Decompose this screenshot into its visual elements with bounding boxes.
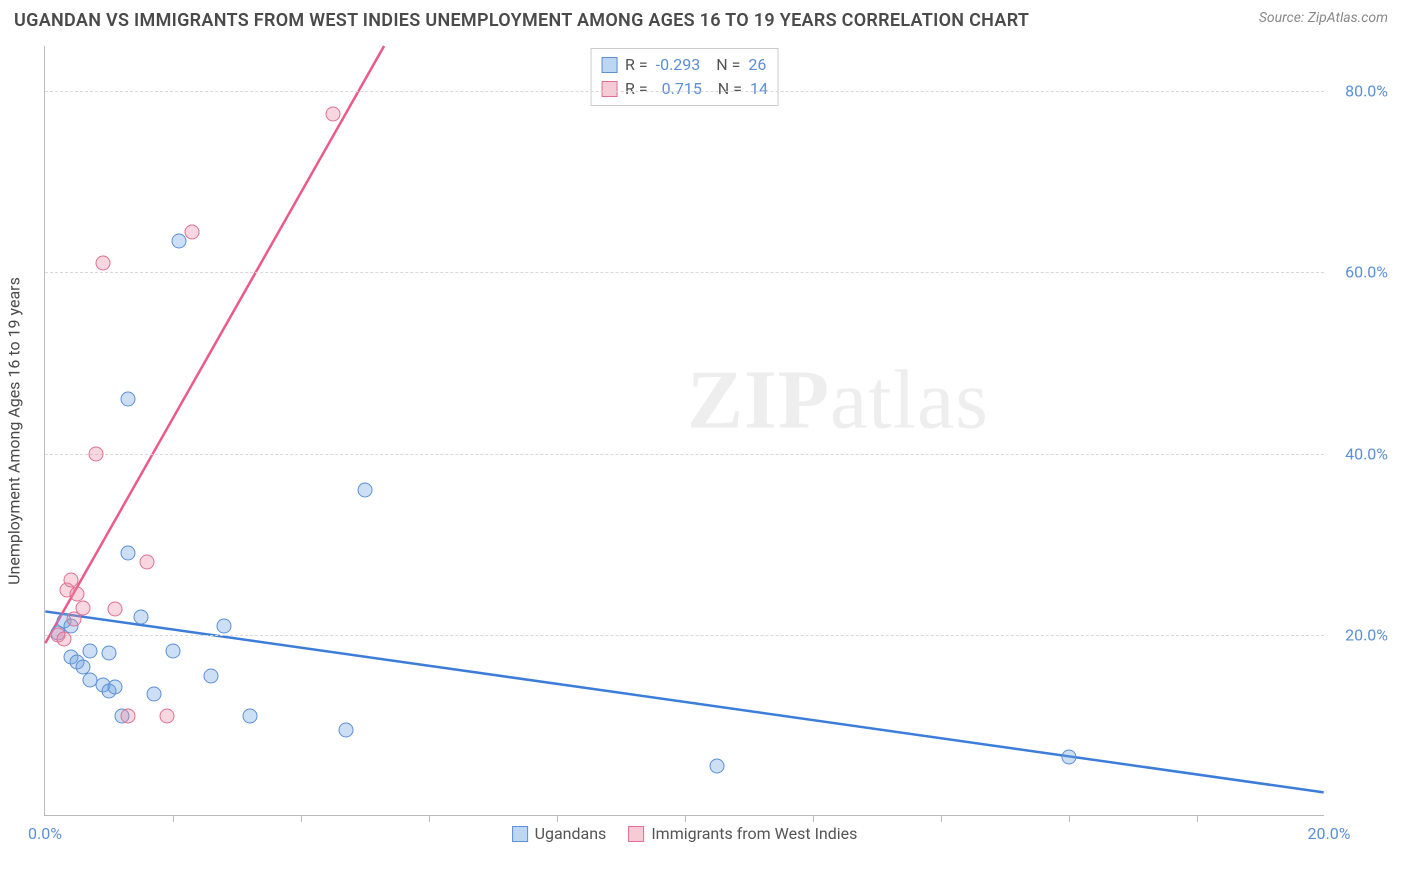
x-tick-label: 20.0% xyxy=(1308,824,1351,843)
legend-item-2: Immigrants from West Indies xyxy=(628,824,857,843)
data-point xyxy=(89,446,104,461)
data-point xyxy=(710,759,725,774)
watermark-bold: ZIP xyxy=(687,353,830,446)
data-point xyxy=(82,644,97,659)
x-tick xyxy=(429,815,430,822)
legend-r-value-2: 0.715 xyxy=(662,77,702,101)
data-point xyxy=(172,233,187,248)
data-point xyxy=(185,224,200,239)
legend-n-value-1: 26 xyxy=(748,53,766,77)
data-point xyxy=(95,256,110,271)
data-point xyxy=(159,709,174,724)
x-tick xyxy=(301,815,302,822)
y-tick-label: 80.0% xyxy=(1345,82,1388,101)
legend-label-1: Ugandans xyxy=(535,824,607,843)
gridline-h xyxy=(45,454,1324,455)
trend-line xyxy=(45,611,1323,792)
data-point xyxy=(121,709,136,724)
data-point xyxy=(134,609,149,624)
swatch-pink-icon xyxy=(601,81,617,97)
legend-n-label: N = xyxy=(708,53,740,77)
y-tick-label: 40.0% xyxy=(1345,444,1388,463)
y-tick-label: 20.0% xyxy=(1345,625,1388,644)
data-point xyxy=(242,709,257,724)
data-point xyxy=(217,618,232,633)
data-point xyxy=(1062,750,1077,765)
legend-correlation: R = -0.293 N = 26 R = 0.715 N = 14 xyxy=(590,48,779,106)
data-point xyxy=(108,680,123,695)
x-tick-label: 0.0% xyxy=(28,824,62,843)
source-attribution: Source: ZipAtlas.com xyxy=(1259,10,1388,26)
data-point xyxy=(166,644,181,659)
trend-line xyxy=(45,46,384,643)
swatch-blue-icon xyxy=(512,826,528,842)
data-point xyxy=(102,645,117,660)
x-tick xyxy=(941,815,942,822)
data-point xyxy=(358,482,373,497)
legend-row-series-2: R = 0.715 N = 14 xyxy=(601,77,768,101)
trend-lines-svg xyxy=(45,46,1324,815)
gridline-h xyxy=(45,91,1324,92)
legend-series: Ugandans Immigrants from West Indies xyxy=(512,824,858,843)
title-bar: UGANDAN VS IMMIGRANTS FROM WEST INDIES U… xyxy=(0,0,1406,37)
watermark-light: atlas xyxy=(830,353,989,446)
data-point xyxy=(326,106,341,121)
data-point xyxy=(121,546,136,561)
legend-item-1: Ugandans xyxy=(512,824,607,843)
watermark: ZIPatlas xyxy=(687,351,989,448)
legend-n-value-2: 14 xyxy=(750,77,768,101)
legend-r-value-1: -0.293 xyxy=(656,53,701,77)
data-point xyxy=(204,668,219,683)
plot-area: ZIPatlas R = -0.293 N = 26 R = 0.715 N =… xyxy=(44,46,1324,816)
data-point xyxy=(108,602,123,617)
chart-title: UGANDAN VS IMMIGRANTS FROM WEST INDIES U… xyxy=(14,10,1029,31)
swatch-pink-icon xyxy=(628,826,644,842)
y-axis-title: Unemployment Among Ages 16 to 19 years xyxy=(5,277,24,585)
x-tick xyxy=(557,815,558,822)
data-point xyxy=(76,600,91,615)
data-point xyxy=(121,392,136,407)
legend-row-series-1: R = -0.293 N = 26 xyxy=(601,53,768,77)
legend-label-2: Immigrants from West Indies xyxy=(651,824,857,843)
y-tick-label: 60.0% xyxy=(1345,263,1388,282)
x-tick xyxy=(685,815,686,822)
gridline-h xyxy=(45,272,1324,273)
x-tick xyxy=(173,815,174,822)
plot-wrap: Unemployment Among Ages 16 to 19 years Z… xyxy=(44,46,1324,816)
x-tick xyxy=(1069,815,1070,822)
data-point xyxy=(57,632,72,647)
data-point xyxy=(146,686,161,701)
x-tick xyxy=(1197,815,1198,822)
gridline-h xyxy=(45,635,1324,636)
legend-r-label: R = xyxy=(625,53,648,77)
legend-n-label: N = xyxy=(710,77,742,101)
swatch-blue-icon xyxy=(601,57,617,73)
data-point xyxy=(338,722,353,737)
data-point xyxy=(140,555,155,570)
legend-r-label: R = xyxy=(625,77,648,101)
x-tick xyxy=(813,815,814,822)
